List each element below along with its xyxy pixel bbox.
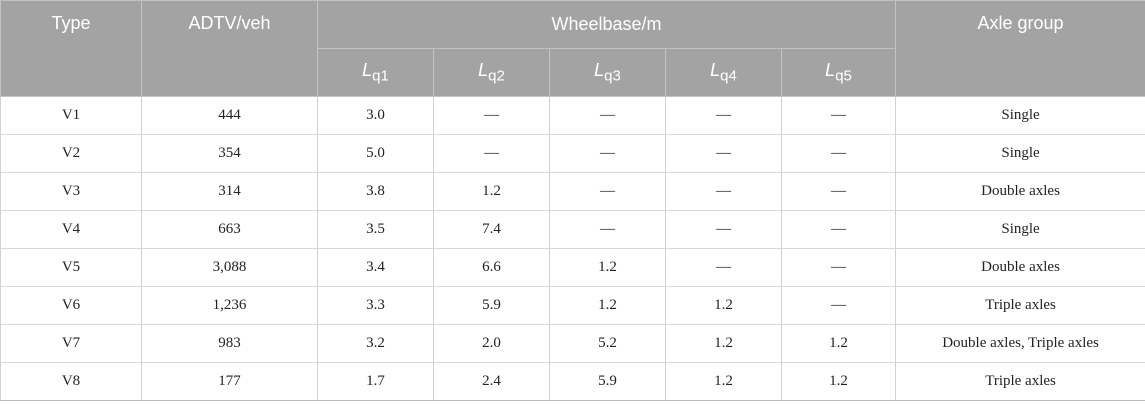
table-row: V7 983 3.2 2.0 5.2 1.2 1.2 Double axles, Triple… xyxy=(1,325,1145,363)
header-type: Type xyxy=(1,1,142,97)
table-row: V6 1,236 3.3 5.9 1.2 1.2— Triple axles xyxy=(1,287,1145,325)
cell-lq4: — xyxy=(666,97,782,135)
cell-axle-group: Double axles xyxy=(896,249,1145,287)
cell-lq3: 1.2 xyxy=(550,287,666,325)
cell-type: V5 xyxy=(1,249,142,287)
cell-adtv: 663 xyxy=(142,211,318,249)
header-lq3: Lq3 xyxy=(550,49,666,97)
header-adtv: ADTV/veh xyxy=(142,1,318,97)
cell-type: V4 xyxy=(1,211,142,249)
cell-lq3: — xyxy=(550,173,666,211)
cell-lq5: 1.2 xyxy=(782,363,896,401)
cell-lq1: 3.4 xyxy=(318,249,434,287)
cell-axle-group: Double axles xyxy=(896,173,1145,211)
cell-type: V2 xyxy=(1,135,142,173)
table-row: V2 354 5.0— — — — Single xyxy=(1,135,1145,173)
cell-lq5: — xyxy=(782,173,896,211)
cell-adtv: 1,236 xyxy=(142,287,318,325)
cell-type: V7 xyxy=(1,325,142,363)
cell-lq4: — xyxy=(666,211,782,249)
cell-adtv: 444 xyxy=(142,97,318,135)
table-header: Type ADTV/veh Wheelbase/m Axle group Lq1… xyxy=(1,1,1145,97)
header-lq4: Lq4 xyxy=(666,49,782,97)
header-wheelbase: Wheelbase/m xyxy=(318,1,896,49)
cell-lq3: 1.2 xyxy=(550,249,666,287)
cell-lq2: — xyxy=(434,135,550,173)
cell-lq3: 5.9 xyxy=(550,363,666,401)
cell-lq3: 5.2 xyxy=(550,325,666,363)
cell-lq2: 1.2 xyxy=(434,173,550,211)
cell-lq5: — xyxy=(782,97,896,135)
cell-lq4: 1.2 xyxy=(666,363,782,401)
cell-lq1: 3.8 xyxy=(318,173,434,211)
cell-lq5: — xyxy=(782,287,896,325)
cell-lq1: 3.3 xyxy=(318,287,434,325)
cell-lq4: — xyxy=(666,249,782,287)
cell-axle-group: Triple axles xyxy=(896,363,1145,401)
cell-lq5: 1.2 xyxy=(782,325,896,363)
table-row: V8 177 1.7 2.4 5.9 1.2 1.2 Triple axles xyxy=(1,363,1145,401)
header-lq5: Lq5 xyxy=(782,49,896,97)
cell-axle-group: Single xyxy=(896,211,1145,249)
cell-type: V3 xyxy=(1,173,142,211)
cell-lq4: 1.2 xyxy=(666,325,782,363)
cell-lq2: 5.9 xyxy=(434,287,550,325)
cell-lq2: 7.4 xyxy=(434,211,550,249)
header-lq2: Lq2 xyxy=(434,49,550,97)
cell-axle-group: Single xyxy=(896,97,1145,135)
cell-lq5: — xyxy=(782,211,896,249)
table-row: V1 444 3.0— — — — Single xyxy=(1,97,1145,135)
cell-lq2: 6.6 xyxy=(434,249,550,287)
table-row: V5 3,088 3.4 6.6 1.2— — Double axles xyxy=(1,249,1145,287)
header-lq1: Lq1 xyxy=(318,49,434,97)
cell-axle-group: Double axles, Triple axles xyxy=(896,325,1145,363)
cell-type: V6 xyxy=(1,287,142,325)
cell-lq1: 3.0 xyxy=(318,97,434,135)
cell-lq3: — xyxy=(550,135,666,173)
table-row: V4 663 3.5 7.4— — — Single xyxy=(1,211,1145,249)
cell-lq1: 3.2 xyxy=(318,325,434,363)
cell-lq1: 1.7 xyxy=(318,363,434,401)
cell-lq1: 5.0 xyxy=(318,135,434,173)
cell-lq2: — xyxy=(434,97,550,135)
cell-lq4: 1.2 xyxy=(666,287,782,325)
cell-lq2: 2.0 xyxy=(434,325,550,363)
cell-lq4: — xyxy=(666,173,782,211)
table-row: V3 314 3.8 1.2— — — Double axles xyxy=(1,173,1145,211)
cell-adtv: 314 xyxy=(142,173,318,211)
header-axle-group: Axle group xyxy=(896,1,1145,97)
cell-axle-group: Triple axles xyxy=(896,287,1145,325)
cell-lq4: — xyxy=(666,135,782,173)
cell-lq3: — xyxy=(550,97,666,135)
table-body: V1 444 3.0— — — — Single V2 354 5.0— — — — Single V3 31… xyxy=(1,97,1145,401)
cell-adtv: 983 xyxy=(142,325,318,363)
cell-adtv: 3,088 xyxy=(142,249,318,287)
cell-type: V1 xyxy=(1,97,142,135)
cell-lq5: — xyxy=(782,249,896,287)
cell-lq5: — xyxy=(782,135,896,173)
cell-axle-group: Single xyxy=(896,135,1145,173)
cell-adtv: 177 xyxy=(142,363,318,401)
cell-lq1: 3.5 xyxy=(318,211,434,249)
cell-adtv: 354 xyxy=(142,135,318,173)
cell-lq2: 2.4 xyxy=(434,363,550,401)
cell-type: V8 xyxy=(1,363,142,401)
cell-lq3: — xyxy=(550,211,666,249)
